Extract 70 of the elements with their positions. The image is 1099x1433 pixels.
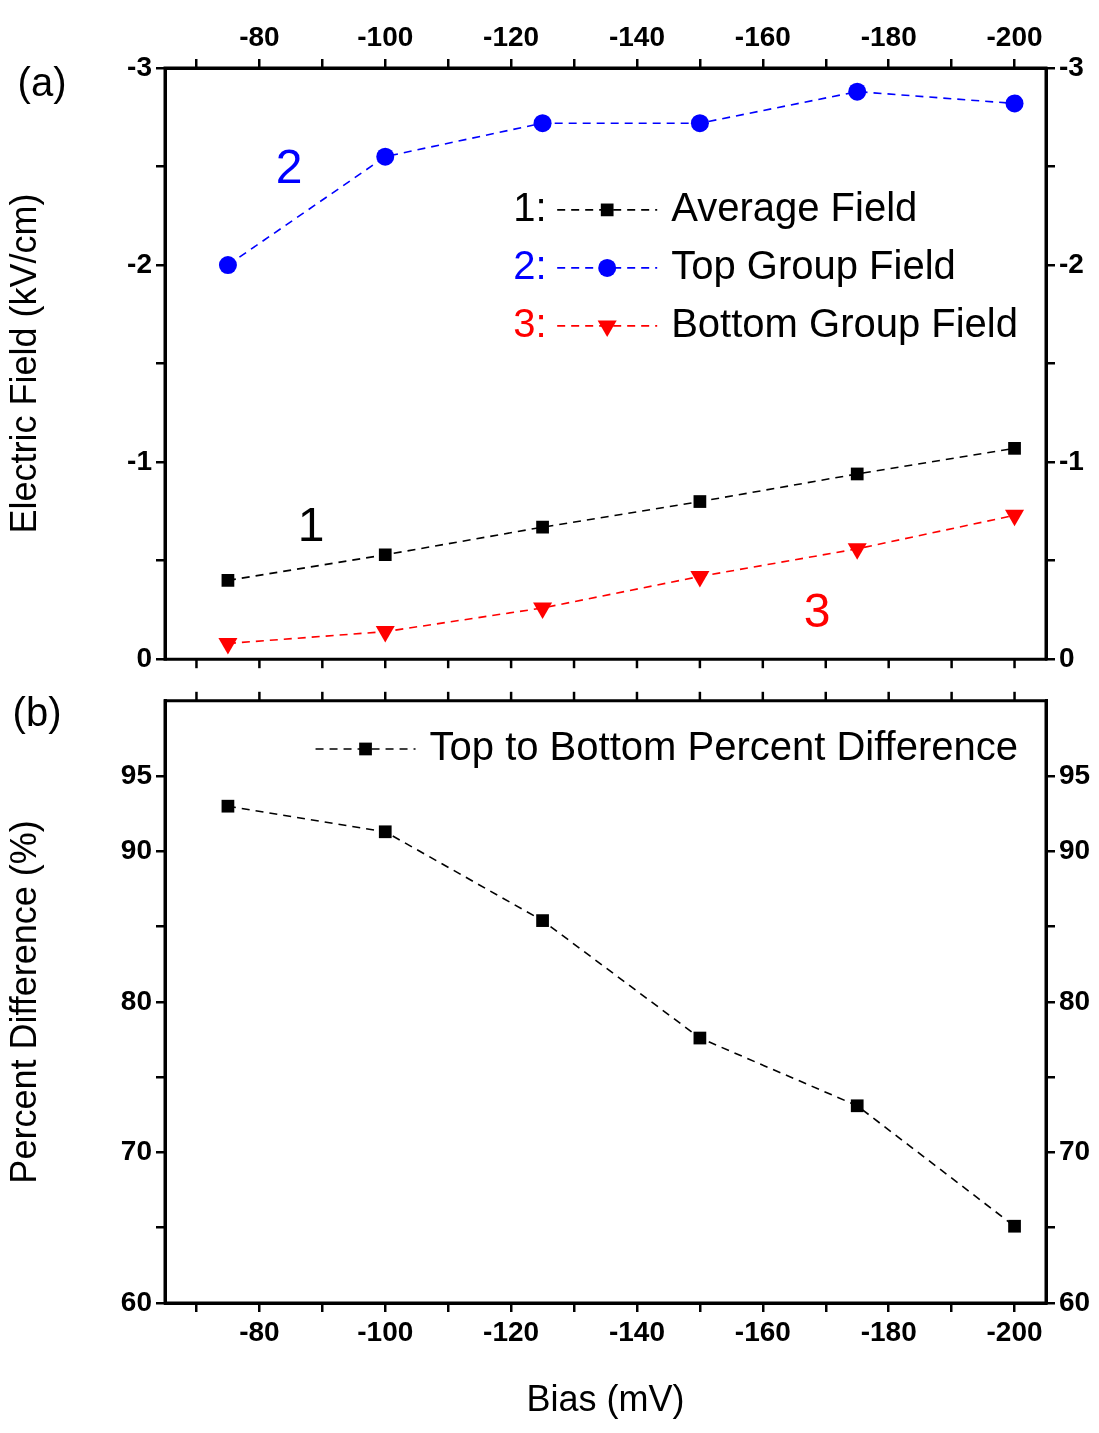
x-axis-title: Bias (mV) xyxy=(526,1378,685,1420)
text: (b) xyxy=(12,690,62,735)
point xyxy=(375,626,395,643)
y2-tick-label: -1 xyxy=(1059,444,1084,476)
y2-tick-label: -2 xyxy=(1059,247,1084,279)
y2-tick-label: -3 xyxy=(1059,50,1084,82)
point xyxy=(1008,1219,1021,1233)
annotation: 3 xyxy=(803,584,831,638)
point xyxy=(690,114,709,133)
x-tick-label: -200 xyxy=(986,20,1043,52)
x-tick-label: -160 xyxy=(734,1315,791,1347)
point xyxy=(1005,94,1024,113)
y2-tick-label: 0 xyxy=(1059,641,1075,673)
point xyxy=(1005,509,1025,527)
point xyxy=(221,799,235,813)
point xyxy=(533,114,552,133)
y-tick-label: -1 xyxy=(127,444,152,476)
y2-tick-label: 60 xyxy=(1059,1285,1091,1317)
legend-label: Bottom Group Field xyxy=(671,300,1019,345)
point xyxy=(850,467,864,481)
point xyxy=(376,147,395,166)
point xyxy=(693,495,707,508)
x-tick-label: -100 xyxy=(357,1315,414,1347)
legend-label: Top to Bottom Percent Difference xyxy=(429,724,1019,769)
annotation: 1: xyxy=(513,184,547,229)
point xyxy=(533,602,553,619)
annotation: 2 xyxy=(275,140,303,194)
point xyxy=(218,256,237,275)
y2-tick-label: 90 xyxy=(1059,834,1091,866)
point xyxy=(850,1099,864,1113)
annotation: 2: xyxy=(513,242,547,287)
point xyxy=(536,914,549,927)
point xyxy=(690,570,710,588)
x-tick-label: -140 xyxy=(608,1315,665,1347)
annotation: 1 xyxy=(297,498,325,552)
y2-tick-label: 70 xyxy=(1059,1135,1091,1167)
y-tick-label: -2 xyxy=(127,247,152,279)
x-tick-label: -180 xyxy=(860,20,917,52)
y-axis-title: Electric Field (kV/cm) xyxy=(2,193,44,534)
x-tick-label: -140 xyxy=(608,20,665,52)
x-tick-label: -120 xyxy=(483,1315,540,1347)
y2-tick-label: 95 xyxy=(1059,758,1091,790)
legend-label: Top Group Field xyxy=(671,242,956,287)
point xyxy=(847,543,867,560)
y-tick-label: 80 xyxy=(120,984,152,1016)
y-tick-label: 90 xyxy=(120,834,152,866)
y-tick-label: 95 xyxy=(120,758,152,790)
x-tick-label: -120 xyxy=(483,20,540,52)
x-tick-label: -100 xyxy=(357,20,414,52)
y-tick-label: 70 xyxy=(120,1135,152,1167)
point xyxy=(221,574,235,587)
x-tick-label: -200 xyxy=(986,1315,1043,1347)
point xyxy=(536,520,549,534)
point xyxy=(378,825,392,839)
x-tick-label: -80 xyxy=(239,20,280,52)
annotation: 3: xyxy=(513,300,547,345)
y-axis-title: Percent Difference (%) xyxy=(2,820,44,1184)
point xyxy=(218,637,238,655)
point xyxy=(848,82,867,101)
point xyxy=(1008,441,1021,455)
x-tick-label: -80 xyxy=(239,1315,280,1347)
x-tick-label: -160 xyxy=(734,20,791,52)
y-tick-label: 0 xyxy=(136,641,152,673)
legend-label: Average Field xyxy=(671,184,918,229)
text: (a) xyxy=(17,60,67,105)
y2-tick-label: 80 xyxy=(1059,984,1091,1016)
point xyxy=(378,548,392,562)
x-tick-label: -180 xyxy=(860,1315,917,1347)
y-tick-label: -3 xyxy=(127,50,152,82)
y-tick-label: 60 xyxy=(120,1285,152,1317)
